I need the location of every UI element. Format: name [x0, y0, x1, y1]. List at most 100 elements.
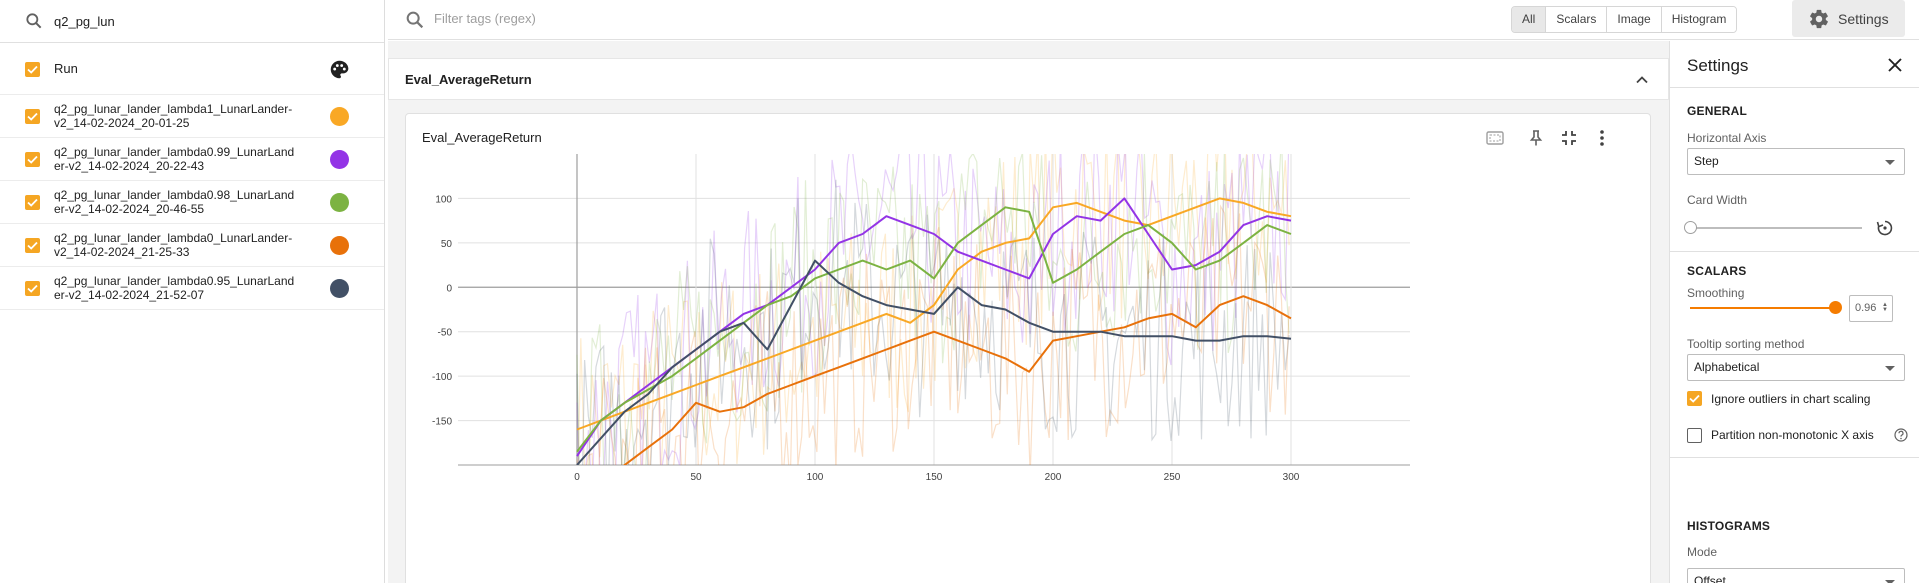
raw-series-line — [576, 154, 1290, 465]
settings-title: Settings — [1687, 56, 1749, 75]
run-row: q2_pg_lunar_lander_lambda0.98_LunarLand e… — [0, 181, 384, 224]
smoothing-label: Smoothing — [1687, 286, 1745, 300]
run-checkbox[interactable] — [25, 238, 40, 253]
series-line — [576, 206, 1292, 453]
smoothing-input[interactable]: 0.96 ▲ ▼ — [1849, 295, 1893, 322]
partition-checkbox[interactable] — [1687, 428, 1702, 443]
card-title: Eval_AverageReturn — [422, 130, 542, 145]
settings-button-label: Settings — [1838, 10, 1889, 27]
search-icon — [26, 13, 42, 29]
run-name: q2_pg_lunar_lander_lambda0.95_LunarLand e… — [54, 274, 309, 302]
smoothing-slider-track[interactable] — [1690, 307, 1835, 309]
settings-button[interactable]: Settings — [1792, 0, 1905, 37]
main-content: Eval_AverageReturn Eval_AverageReturn 10… — [388, 41, 1669, 583]
tab-image[interactable]: Image — [1607, 7, 1662, 32]
series-line — [576, 197, 1292, 431]
run-row: q2_pg_lunar_lander_lambda1_LunarLander-v… — [0, 95, 384, 138]
card-width-label: Card Width — [1687, 193, 1748, 207]
y-tick-label: -150 — [432, 417, 452, 428]
run-checkbox[interactable] — [25, 195, 40, 210]
horizontal-axis-value: Step — [1694, 154, 1719, 168]
run-checkbox[interactable] — [25, 109, 40, 124]
scalar-card: Eval_AverageReturn 100 50 0 -50 -100 -150 0 50 1… — [405, 113, 1651, 583]
runs-header-row: Run — [0, 43, 384, 95]
pin-icon[interactable] — [1526, 128, 1546, 148]
reset-icon[interactable] — [1875, 218, 1895, 238]
runs-search-input[interactable] — [54, 13, 354, 29]
x-tick-label: 150 — [926, 472, 943, 483]
settings-divider — [1670, 457, 1919, 458]
x-tick-label: 300 — [1283, 472, 1300, 483]
run-row: q2_pg_lunar_lander_lambda0.99_LunarLand e… — [0, 138, 384, 181]
run-name-line2: er-v2_14-02-2024_20-22-43 — [54, 159, 205, 173]
tooltip-sorting-label: Tooltip sorting method — [1687, 337, 1805, 351]
smoothing-slider-thumb[interactable] — [1829, 301, 1842, 314]
y-tick-label: 100 — [435, 194, 452, 205]
run-name-line2: er-v2_14-02-2024_20-46-55 — [54, 202, 205, 216]
card-width-slider-thumb[interactable] — [1684, 221, 1697, 234]
run-color-swatch[interactable] — [330, 236, 349, 255]
histograms-section-title: HISTOGRAMS — [1687, 519, 1771, 533]
settings-divider — [1670, 87, 1919, 88]
runs-search-bar — [0, 0, 384, 43]
run-row: q2_pg_lunar_lander_lambda0_LunarLander-v… — [0, 224, 384, 267]
histogram-mode-select[interactable]: Offset — [1687, 568, 1905, 583]
run-name: q2_pg_lunar_lander_lambda0.98_LunarLand e… — [54, 188, 309, 216]
plugin-type-tabs: All Scalars Image Histogram — [1511, 6, 1738, 33]
run-name: q2_pg_lunar_lander_lambda1_LunarLander-v… — [54, 102, 309, 130]
run-name-line2: v2_14-02-2024_20-01-25 — [54, 116, 190, 130]
histogram-mode-value: Offset — [1694, 574, 1726, 583]
chevron-up-icon[interactable] — [1634, 72, 1650, 88]
smoothing-value: 0.96 — [1855, 302, 1877, 314]
palette-icon[interactable] — [329, 59, 350, 80]
run-color-swatch[interactable] — [330, 107, 349, 126]
horizontal-axis-label: Horizontal Axis — [1687, 131, 1767, 145]
run-color-swatch[interactable] — [330, 279, 349, 298]
run-name-line1: q2_pg_lunar_lander_lambda0_LunarLander- — [54, 231, 293, 245]
runs-header-label: Run — [54, 61, 78, 76]
histogram-mode-label: Mode — [1687, 545, 1718, 559]
tooltip-sorting-select[interactable]: Alphabetical — [1687, 354, 1905, 381]
run-color-swatch[interactable] — [330, 150, 349, 169]
dropdown-arrow-icon — [1885, 366, 1895, 371]
spinner-arrows-icon[interactable]: ▲ ▼ — [1882, 302, 1888, 313]
filter-tags-input[interactable] — [434, 11, 734, 26]
help-icon[interactable] — [1894, 428, 1908, 442]
x-tick-label: 200 — [1045, 472, 1062, 483]
y-tick-label: 0 — [446, 283, 452, 294]
raw-series-line — [576, 154, 1290, 465]
run-name-line1: q2_pg_lunar_lander_lambda1_LunarLander- — [54, 102, 293, 116]
more-vert-icon[interactable] — [1592, 128, 1612, 148]
tab-scalars[interactable]: Scalars — [1546, 7, 1608, 32]
x-tick-label: 50 — [690, 472, 702, 483]
horizontal-axis-select[interactable]: Step — [1687, 148, 1905, 175]
tag-group-header[interactable]: Eval_AverageReturn — [388, 58, 1669, 100]
card-width-slider-track[interactable] — [1690, 227, 1862, 229]
x-tick-label: 250 — [1164, 472, 1181, 483]
tag-group-title: Eval_AverageReturn — [405, 72, 532, 87]
ignore-outliers-label: Ignore outliers in chart scaling — [1711, 392, 1871, 406]
ignore-outliers-checkbox[interactable] — [1687, 391, 1702, 406]
gear-icon — [1810, 9, 1828, 28]
dropdown-arrow-icon — [1885, 580, 1895, 583]
top-bar: All Scalars Image Histogram Settings — [388, 0, 1919, 40]
run-row: q2_pg_lunar_lander_lambda0.95_LunarLand e… — [0, 267, 384, 310]
tab-all[interactable]: All — [1512, 7, 1547, 32]
run-color-swatch[interactable] — [330, 193, 349, 212]
fit-domain-icon[interactable] — [1485, 128, 1505, 148]
line-chart[interactable]: 100 50 0 -50 -100 -150 0 50 100 150 200 250 300 — [406, 114, 1652, 583]
run-checkbox[interactable] — [25, 281, 40, 296]
raw-series-line — [576, 179, 1290, 465]
close-icon[interactable] — [1885, 55, 1905, 75]
general-section-title: GENERAL — [1687, 104, 1748, 118]
tab-histogram[interactable]: Histogram — [1661, 7, 1737, 32]
run-name-line2: er-v2_14-02-2024_21-52-07 — [54, 288, 205, 302]
series-line — [622, 295, 1292, 465]
run-name-line1: q2_pg_lunar_lander_lambda0.95_LunarLand — [54, 274, 295, 288]
partition-label: Partition non-monotonic X axis — [1711, 428, 1874, 442]
runs-panel: Run q2_pg_lunar_lander_lambda1_LunarLand… — [0, 0, 385, 583]
settings-divider — [1670, 251, 1919, 252]
select-all-runs-checkbox[interactable] — [25, 62, 40, 77]
fullscreen-exit-icon[interactable] — [1559, 128, 1579, 148]
run-checkbox[interactable] — [25, 152, 40, 167]
